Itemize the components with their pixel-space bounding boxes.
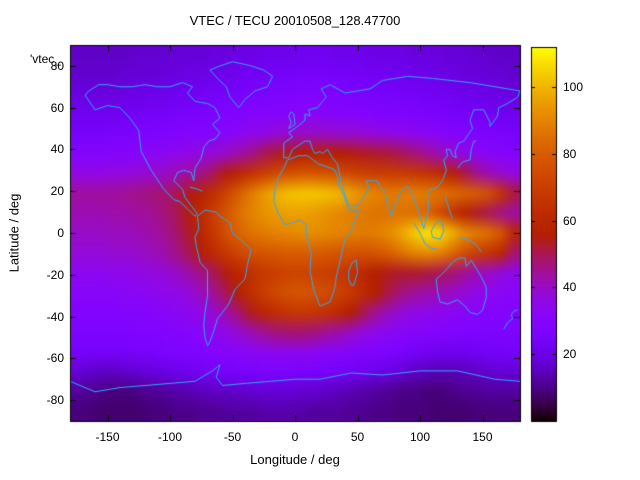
x-tick-label: -100 — [157, 430, 183, 444]
y-tick-label: -60 — [46, 351, 64, 366]
y-tick-label: -40 — [46, 309, 64, 324]
x-tick-label: -50 — [223, 430, 242, 444]
colorbar-tick-label: 100 — [563, 80, 584, 95]
y-tick-label: 80 — [50, 58, 64, 73]
key-label: 'vtec_ — [30, 52, 61, 66]
colorbar-tick-label: 60 — [563, 213, 577, 228]
x-tick-label: -150 — [95, 430, 120, 444]
colorbar-tick-label: 20 — [563, 347, 577, 362]
y-tick-label: 0 — [57, 226, 64, 240]
y-tick-label: 20 — [50, 184, 64, 199]
x-tick-label: 150 — [472, 430, 493, 444]
chart-title: VTEC / TECU 20010508_128.47700 — [189, 13, 401, 28]
y-tick-label: 60 — [50, 100, 64, 115]
x-tick-label: 0 — [291, 430, 299, 444]
x-tick-label: 50 — [350, 430, 365, 444]
colorbar-tick-label: 40 — [563, 280, 577, 295]
x-tick-label: 100 — [409, 430, 431, 444]
x-axis-label: Longitude / deg — [250, 452, 340, 467]
colorbar-tick-label: 80 — [563, 146, 577, 161]
y-tick-label: -80 — [46, 393, 64, 408]
y-tick-label: 40 — [50, 142, 64, 157]
y-tick-label: -20 — [46, 267, 64, 282]
